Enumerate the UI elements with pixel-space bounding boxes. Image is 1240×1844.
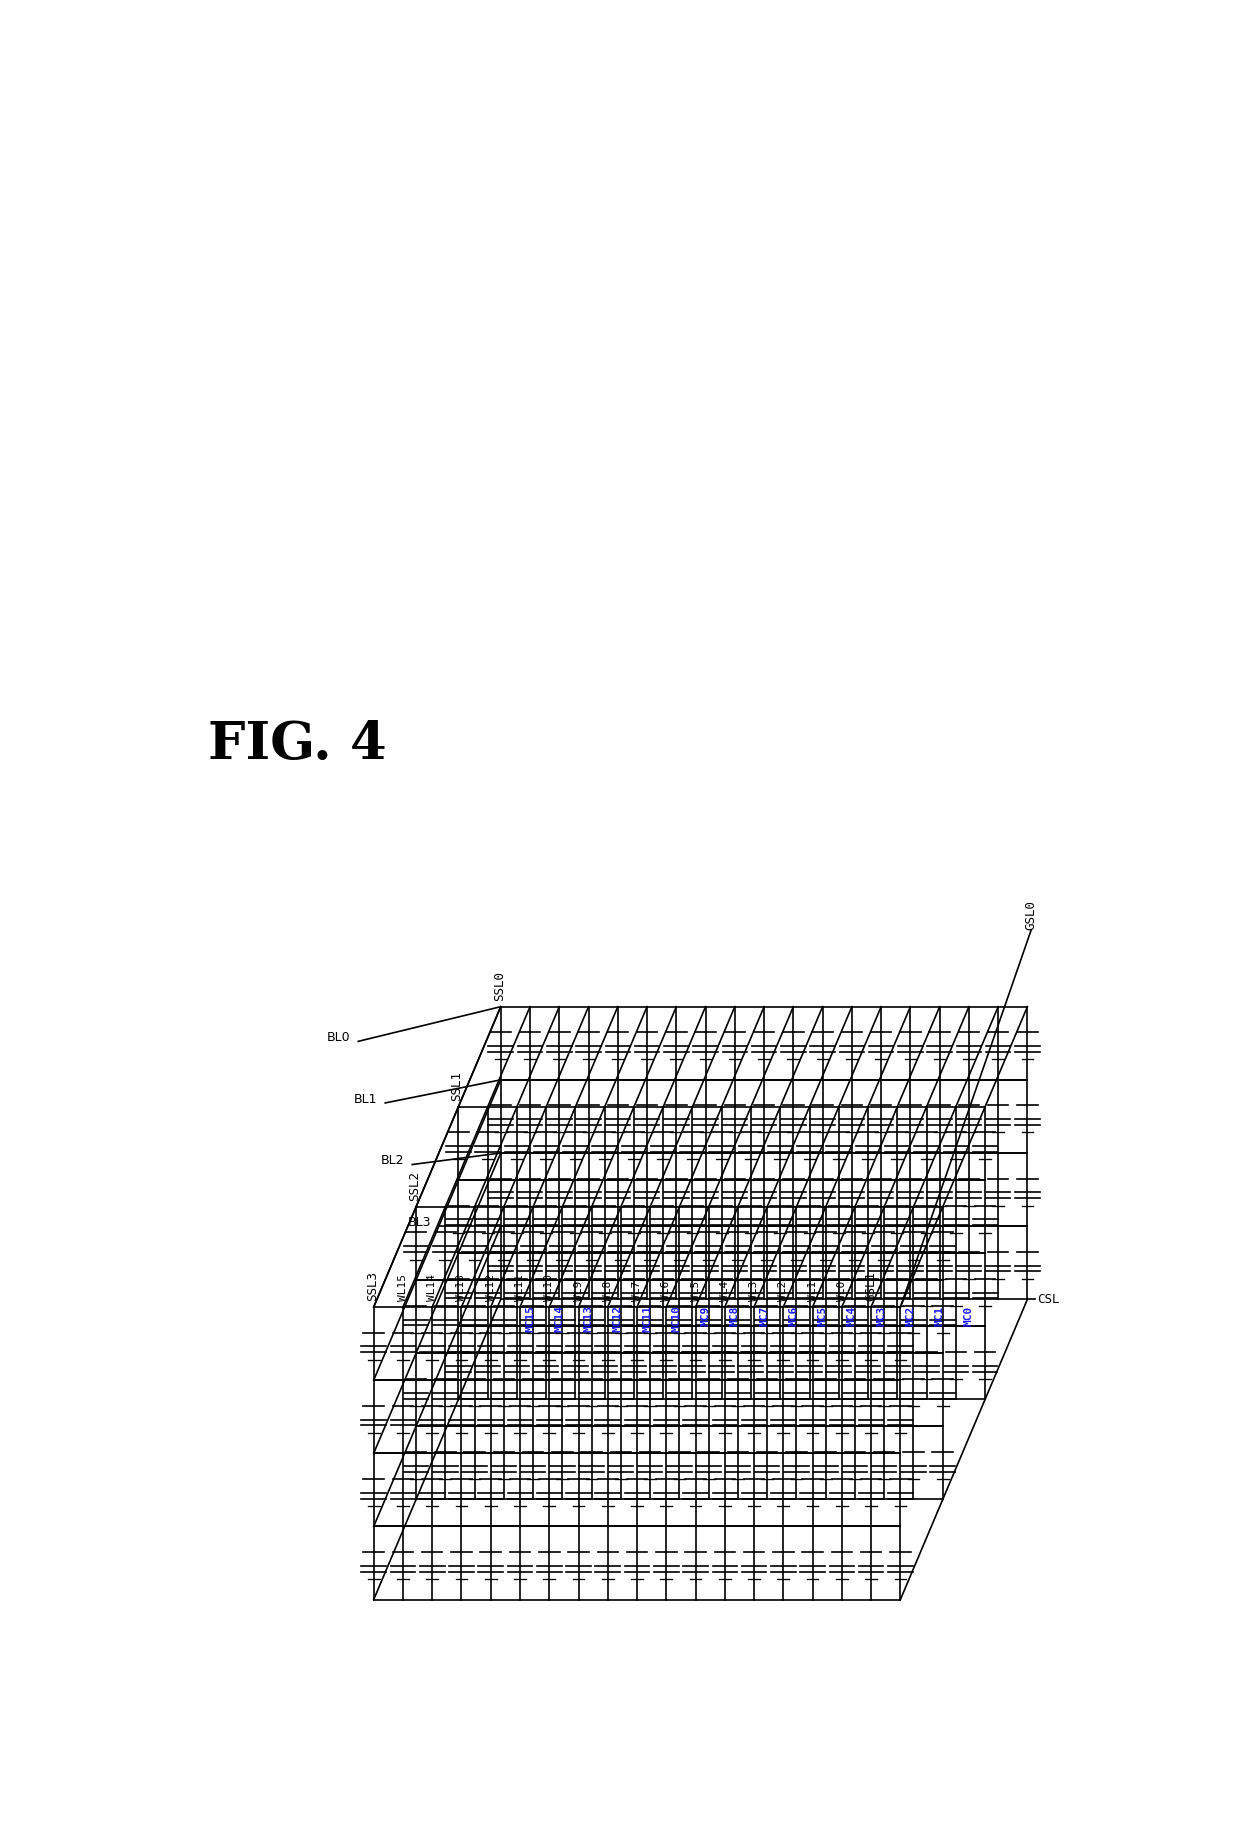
- Text: MC13: MC13: [584, 1306, 594, 1333]
- Text: SSL3: SSL3: [366, 1271, 378, 1300]
- Text: SSL1: SSL1: [450, 1071, 464, 1101]
- Text: SSL2: SSL2: [408, 1171, 422, 1200]
- Text: WL2: WL2: [779, 1280, 789, 1300]
- Text: WL12: WL12: [486, 1274, 496, 1300]
- Text: MC0: MC0: [963, 1306, 973, 1326]
- Text: MC3: MC3: [877, 1306, 887, 1326]
- Text: WL14: WL14: [428, 1274, 438, 1300]
- Text: MC1: MC1: [935, 1306, 945, 1326]
- Text: WL15: WL15: [398, 1274, 408, 1300]
- Text: WL8: WL8: [603, 1280, 613, 1300]
- Text: SSL0: SSL0: [492, 970, 506, 1001]
- Text: MC8: MC8: [730, 1306, 740, 1326]
- Text: MC11: MC11: [642, 1306, 652, 1333]
- Text: WL0: WL0: [837, 1280, 847, 1300]
- Text: FIG. 4: FIG. 4: [208, 719, 387, 771]
- Text: BL1: BL1: [355, 1093, 377, 1106]
- Text: BL0: BL0: [327, 1031, 351, 1044]
- Text: MC14: MC14: [554, 1306, 564, 1333]
- Text: WL4: WL4: [719, 1280, 730, 1300]
- Text: MC12: MC12: [613, 1306, 622, 1333]
- Text: WL10: WL10: [544, 1274, 554, 1300]
- Text: BL3: BL3: [408, 1215, 432, 1228]
- Text: MC6: MC6: [789, 1306, 799, 1326]
- Text: MC15: MC15: [525, 1306, 534, 1333]
- Text: BL2: BL2: [381, 1154, 404, 1167]
- Text: GSL0: GSL0: [1024, 900, 1038, 929]
- Text: MC5: MC5: [817, 1306, 827, 1326]
- Text: WL5: WL5: [691, 1280, 701, 1300]
- Text: MC7: MC7: [759, 1306, 769, 1326]
- Text: WL3: WL3: [749, 1280, 759, 1300]
- Text: WL6: WL6: [661, 1280, 671, 1300]
- Text: CSL: CSL: [1037, 1293, 1059, 1306]
- Text: MC2: MC2: [905, 1306, 915, 1326]
- Text: WL13: WL13: [456, 1274, 466, 1300]
- Text: MC9: MC9: [701, 1306, 711, 1326]
- Text: WL1: WL1: [807, 1280, 817, 1300]
- Text: WL9: WL9: [574, 1280, 584, 1300]
- Text: GSL1: GSL1: [864, 1271, 878, 1300]
- Text: MC4: MC4: [847, 1306, 857, 1326]
- Text: WL7: WL7: [632, 1280, 642, 1300]
- Text: WL11: WL11: [515, 1274, 525, 1300]
- Text: MC10: MC10: [671, 1306, 681, 1333]
